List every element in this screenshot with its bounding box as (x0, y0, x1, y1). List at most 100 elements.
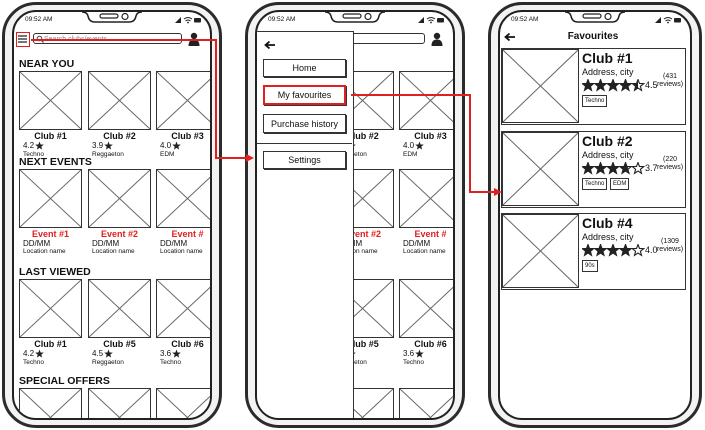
event-date: DD/MM (92, 239, 120, 248)
club-reviews: (1309 reviews) (656, 238, 684, 254)
cross-line (89, 389, 150, 420)
image-placeholder (156, 71, 212, 130)
notch-icon (565, 12, 625, 23)
profile[interactable] (188, 32, 200, 46)
club-genre: EDM (403, 151, 418, 158)
wifi-dot (430, 21, 432, 24)
image-placeholder (88, 169, 151, 228)
body (188, 39, 200, 46)
profile-icon (188, 32, 200, 46)
image-placeholder (399, 279, 455, 338)
rating-star (35, 141, 44, 150)
event-location: Location name (335, 248, 378, 255)
club-name: Club #6 (414, 339, 447, 349)
club-card[interactable]: Club #2 Address, city 3.7 (220 reviews) Tec… (501, 131, 686, 208)
club-rating: 4.0 (160, 141, 172, 150)
search-placeholder: Search clubs/events (44, 35, 108, 43)
hamburger-button[interactable] (16, 32, 30, 47)
event-date: DD/MM (403, 239, 431, 248)
camera (121, 12, 129, 21)
club-card[interactable]: Club #4 Address, city 4.0 (1309 reviews) 90… (501, 213, 686, 290)
image-placeholder (399, 388, 455, 420)
club-name: Club #2 (103, 131, 136, 141)
rating-star-icon (172, 141, 181, 150)
status-icons (417, 16, 445, 24)
star-outline (593, 79, 608, 92)
status-icons-icon (418, 17, 444, 24)
star-outline (605, 244, 621, 257)
cross (400, 170, 455, 227)
club-name: Club #5 (346, 339, 379, 349)
handle (40, 39, 44, 43)
star-outline (618, 79, 633, 92)
event-location: Location name (23, 248, 66, 255)
club-rating: 3.6 (403, 349, 415, 358)
hamburger-icon (18, 35, 27, 43)
star-outline (630, 162, 645, 175)
speaker (582, 13, 602, 19)
rating-star-icon (415, 349, 424, 358)
star (172, 141, 181, 150)
star-rating (582, 79, 645, 92)
club-name: Club #1 (34, 339, 67, 349)
star-fill (619, 79, 632, 91)
cross (400, 72, 455, 129)
screen-title: Favourites (567, 31, 619, 42)
cross-line (157, 389, 212, 420)
star-outline (582, 244, 596, 257)
rating-star (172, 349, 181, 358)
club-genre: Techno (403, 359, 424, 366)
tag: Techno (582, 95, 608, 108)
cross (89, 280, 150, 337)
image-placeholder (88, 388, 151, 420)
search-box[interactable]: Search clubs/events (33, 33, 182, 44)
menu-button[interactable]: Home (263, 59, 346, 77)
wifi (426, 17, 436, 22)
speaker (342, 13, 362, 19)
tag: EDM (610, 178, 630, 191)
cross-line (400, 280, 455, 337)
wifi-dot (667, 21, 669, 24)
club-rating: 4.0 (645, 245, 658, 255)
rating-star-icon (35, 349, 44, 358)
star-fill (619, 162, 628, 174)
event-name: Event #2 (100, 229, 139, 239)
cross (89, 170, 150, 227)
head (433, 32, 441, 40)
club-rating: 4.5 (645, 80, 658, 90)
cross (400, 389, 455, 420)
star-rating-icon (582, 162, 645, 175)
section-title: NEAR YOU (19, 58, 75, 70)
star (35, 349, 44, 358)
star-outline (630, 79, 645, 92)
menu-button[interactable]: Settings (263, 151, 346, 169)
club-genre: Reggaeton (92, 359, 124, 366)
event-name: Event #2 (343, 229, 382, 239)
phone-frame: 09:52 AM Favourites Club #1 Address, city… (488, 2, 702, 428)
cross (157, 72, 212, 129)
star-fill (632, 79, 638, 91)
menu-button[interactable]: My favourites (263, 85, 346, 105)
event-location: Location name (92, 248, 135, 255)
club-rating: 4.5 (92, 349, 104, 358)
profile[interactable] (431, 32, 443, 46)
star-fill (607, 244, 619, 256)
cross-line (332, 389, 393, 420)
event-date: DD/MM (23, 239, 51, 248)
event-name: Event # (171, 229, 204, 239)
club-card[interactable]: Club #1 Address, city 4.5 (431 reviews) Tec… (501, 48, 686, 125)
club-name: Club #1 (582, 50, 633, 66)
battery (674, 18, 681, 23)
cross (20, 280, 81, 337)
club-name: Club #3 (171, 131, 204, 141)
cross-line (20, 170, 81, 227)
club-rating: 4.2 (23, 349, 35, 358)
menu-button[interactable]: Purchase history (263, 114, 346, 133)
rating-star (35, 349, 44, 358)
rating-star-icon (104, 349, 113, 358)
star (104, 141, 113, 150)
star-fill (582, 162, 594, 174)
arrow (504, 32, 515, 42)
speaker (99, 13, 119, 19)
